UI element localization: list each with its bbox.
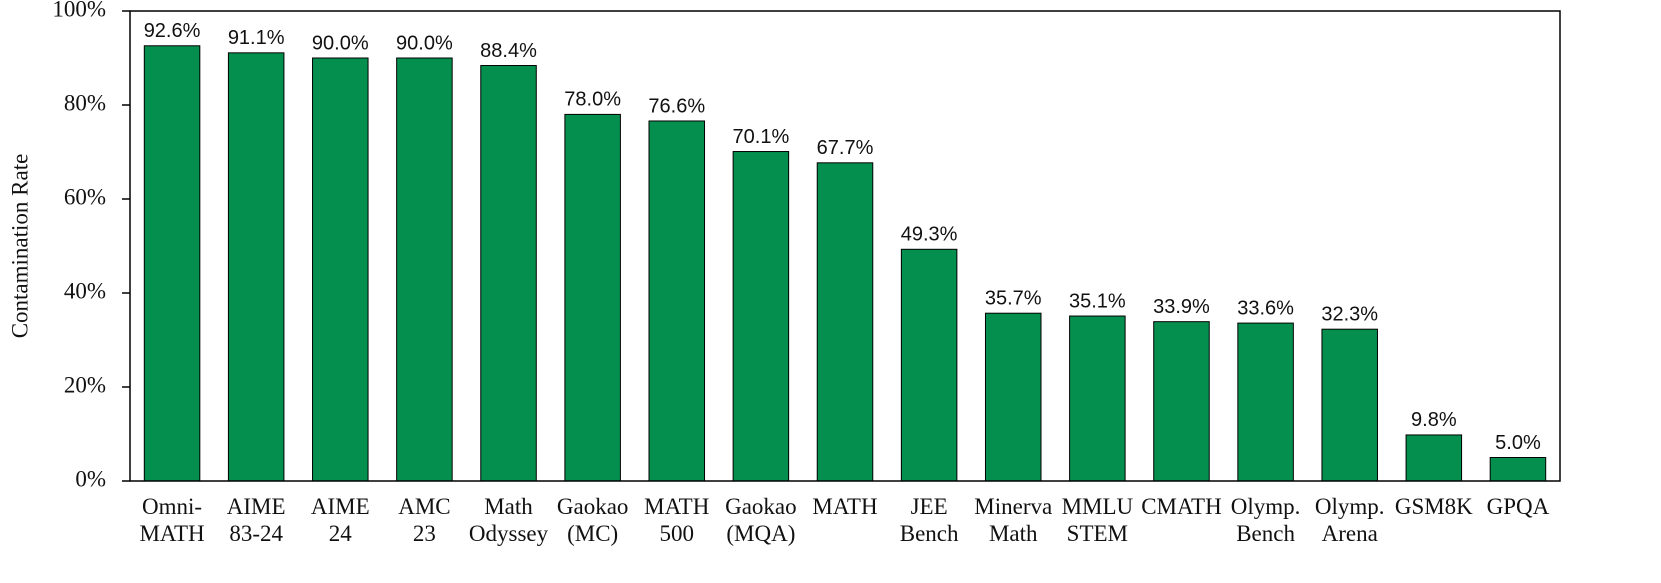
x-tick-label-line: 500 [660,521,695,546]
x-tick-label-line: Olymp. [1315,494,1385,519]
x-tick-label-line: (MQA) [726,521,795,546]
x-tick-label: GPQA [1487,494,1550,519]
value-label: 33.6% [1237,297,1294,319]
x-tick-label: Gaokao (MC) [557,494,629,546]
y-tick-label: 0% [75,466,106,491]
bar [312,57,369,482]
x-tick-label-line: JEE [911,494,948,519]
value-label: 88.4% [480,40,537,62]
bar [227,52,285,482]
value-label: 35.1% [1069,290,1126,312]
bar [984,312,1042,482]
x-tick-label: AIME 24 [311,494,370,546]
x-tick-label-line: (MC) [567,521,618,546]
x-tick-label-line: AMC [398,494,450,519]
value-label: 90.0% [312,32,369,54]
x-tick-label: MATH [812,494,877,519]
x-tick-label: Olymp. Arena [1315,494,1385,546]
value-label: 33.9% [1153,296,1210,318]
x-tick-label: Math Odyssey [469,494,549,546]
bar [564,113,621,482]
bar [1489,457,1547,482]
value-label: 49.3% [901,224,958,246]
x-tick-label-line: Olymp. [1231,494,1301,519]
x-tick-label-line: Omni- [142,494,202,519]
value-label: 76.6% [648,95,705,117]
x-tick-label-line: Minerva [974,494,1052,519]
value-label: 67.7% [817,137,874,159]
x-tick-label-line: Gaokao [557,494,629,519]
x-tick-label-line: GPQA [1487,494,1550,519]
x-tick-label-line: Arena [1322,521,1378,546]
bar [1321,328,1378,482]
x-tick-label: Olymp. Bench [1231,494,1301,546]
x-tick-label: AIME 83-24 [227,494,286,546]
value-label: 32.3% [1321,303,1378,325]
x-tick-label-line: CMATH [1141,494,1222,519]
x-tick-label-line: Gaokao [725,494,797,519]
x-tick-label-line: Bench [1236,521,1295,546]
x-tick-label-line: GSM8K [1395,494,1473,519]
x-tick-label-line: 23 [413,521,436,546]
x-tick-label-line: Math [484,494,533,519]
y-tick-label: 80% [64,90,106,115]
x-tick-label-line: MATH [812,494,877,519]
bar [900,248,958,482]
x-tick-label: GSM8K [1395,494,1473,519]
y-tick-label: 40% [64,278,106,303]
y-tick-label: 20% [64,372,106,397]
y-tick-label: 100% [52,0,106,21]
x-tick-label: MMLU STEM [1062,494,1134,546]
x-tick-label-line: Bench [900,521,959,546]
bar [816,162,874,482]
value-label: 90.0% [396,32,453,54]
x-tick-label: Omni-MATH [139,494,204,546]
bar [648,120,706,482]
y-axis-label: Contamination Rate [7,154,32,339]
x-tick-label: Gaokao (MQA) [725,494,797,546]
bar [143,45,201,482]
plot-frame [129,10,1561,482]
value-label: 78.0% [564,89,621,111]
value-label: 92.6% [144,20,201,42]
bar [1237,322,1294,482]
x-tick-label: MATH 500 [644,494,709,546]
x-tick-label-line: MMLU [1062,494,1134,519]
x-tick-label-line: 24 [329,521,353,546]
value-label: 9.8% [1411,409,1457,431]
x-tick-label: CMATH [1141,494,1222,519]
bar [1069,315,1126,482]
value-label: 5.0% [1495,432,1541,454]
x-tick-label: Minerva Math [974,494,1052,546]
value-label: 35.7% [985,287,1042,309]
y-tick-label: 60% [64,184,106,209]
x-tick-label-line: AIME [311,494,370,519]
x-tick-label-line: Math [989,521,1038,546]
x-tick-label-line: AIME [227,494,286,519]
bar [396,57,453,482]
bar [732,151,790,482]
x-tick-label-line: MATH [644,494,709,519]
x-tick-label-line: 83-24 [229,521,283,546]
x-tick-label-line: MATH [139,521,204,546]
x-tick-label: AMC 23 [398,494,450,546]
x-tick-label-line: Odyssey [469,521,549,546]
x-tick-label: JEE Bench [900,494,959,546]
value-label: 91.1% [228,27,285,49]
bar [1405,434,1463,482]
bar [1153,321,1210,482]
bar [480,65,537,482]
value-label: 70.1% [733,126,790,148]
x-tick-label-line: STEM [1067,521,1128,546]
